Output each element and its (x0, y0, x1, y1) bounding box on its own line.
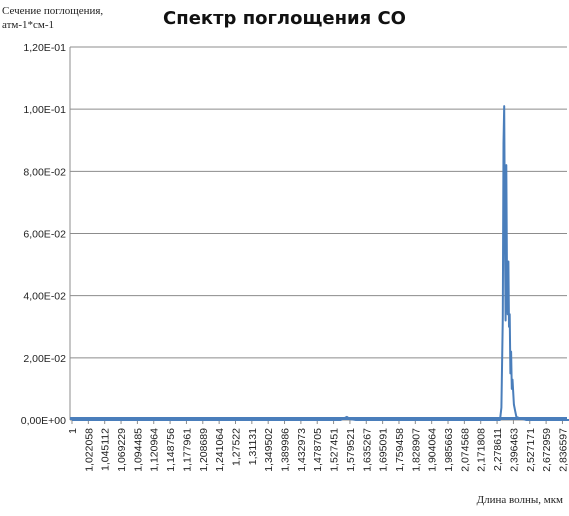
x-tick-label: 1,389986 (280, 428, 292, 472)
y-tick-label: 1,20E-01 (23, 42, 66, 54)
x-tick-label: 1,148756 (165, 428, 177, 472)
chart-title: Спектр поглощения CO (163, 8, 406, 29)
x-tick-label: 1,527451 (329, 428, 341, 472)
x-tick-label: 1,045112 (100, 428, 112, 471)
x-tick-label: 1,208689 (198, 428, 210, 472)
x-tick-label: 1,177961 (181, 428, 193, 472)
x-tick-label: 2,527171 (525, 428, 537, 472)
x-tick-label: 1,828907 (410, 428, 422, 472)
x-tick-label: 1,579521 (345, 428, 357, 472)
y-axis-label: Сечение поглощения, атм-1*см-1 (2, 5, 104, 31)
x-tick-label: 1,635267 (361, 428, 373, 472)
x-tick-label: 1,478705 (312, 428, 324, 472)
y-tick-label: 4,00E-02 (23, 291, 66, 303)
x-tick-label: 1,022058 (83, 428, 95, 472)
x-tick-label: 1,985663 (443, 428, 455, 472)
x-tick-label: 2,074568 (459, 428, 471, 472)
x-axis-label: Длина волны, мкм (476, 494, 563, 506)
x-tick-label: 2,278611 (492, 428, 504, 471)
y-tick-label: 2,00E-02 (23, 353, 66, 365)
x-tick-label: 1,31131 (247, 428, 259, 465)
y-tick-label: 6,00E-02 (23, 229, 66, 241)
x-tick-label: 1,432973 (296, 428, 308, 472)
y-tick-label: 1,00E-01 (23, 104, 66, 116)
x-tick-label: 1,094485 (132, 428, 144, 472)
x-tick-label: 1,241064 (214, 428, 226, 472)
x-tick-label: 2,836597 (557, 428, 569, 472)
y-tick-label: 8,00E-02 (23, 166, 66, 178)
x-tick-label: 2,396463 (508, 428, 520, 472)
series-line (72, 105, 569, 421)
x-tick-label: 1 (67, 428, 79, 434)
x-tick-label: 1,904064 (427, 428, 439, 472)
x-tick-label: 1,069229 (116, 428, 128, 472)
x-tick-label: 2,171808 (476, 428, 488, 472)
y-tick-label: 0,00E+00 (21, 415, 66, 427)
x-tick-label: 1,120964 (149, 428, 161, 472)
x-tick-label: 1,27522 (230, 428, 242, 466)
baseline-band (70, 417, 567, 420)
x-tick-label: 1,695091 (378, 428, 390, 472)
x-tick-label: 1,349502 (263, 428, 275, 472)
x-tick-label: 2,672959 (541, 428, 553, 472)
x-tick-label: 1,759458 (394, 428, 406, 472)
